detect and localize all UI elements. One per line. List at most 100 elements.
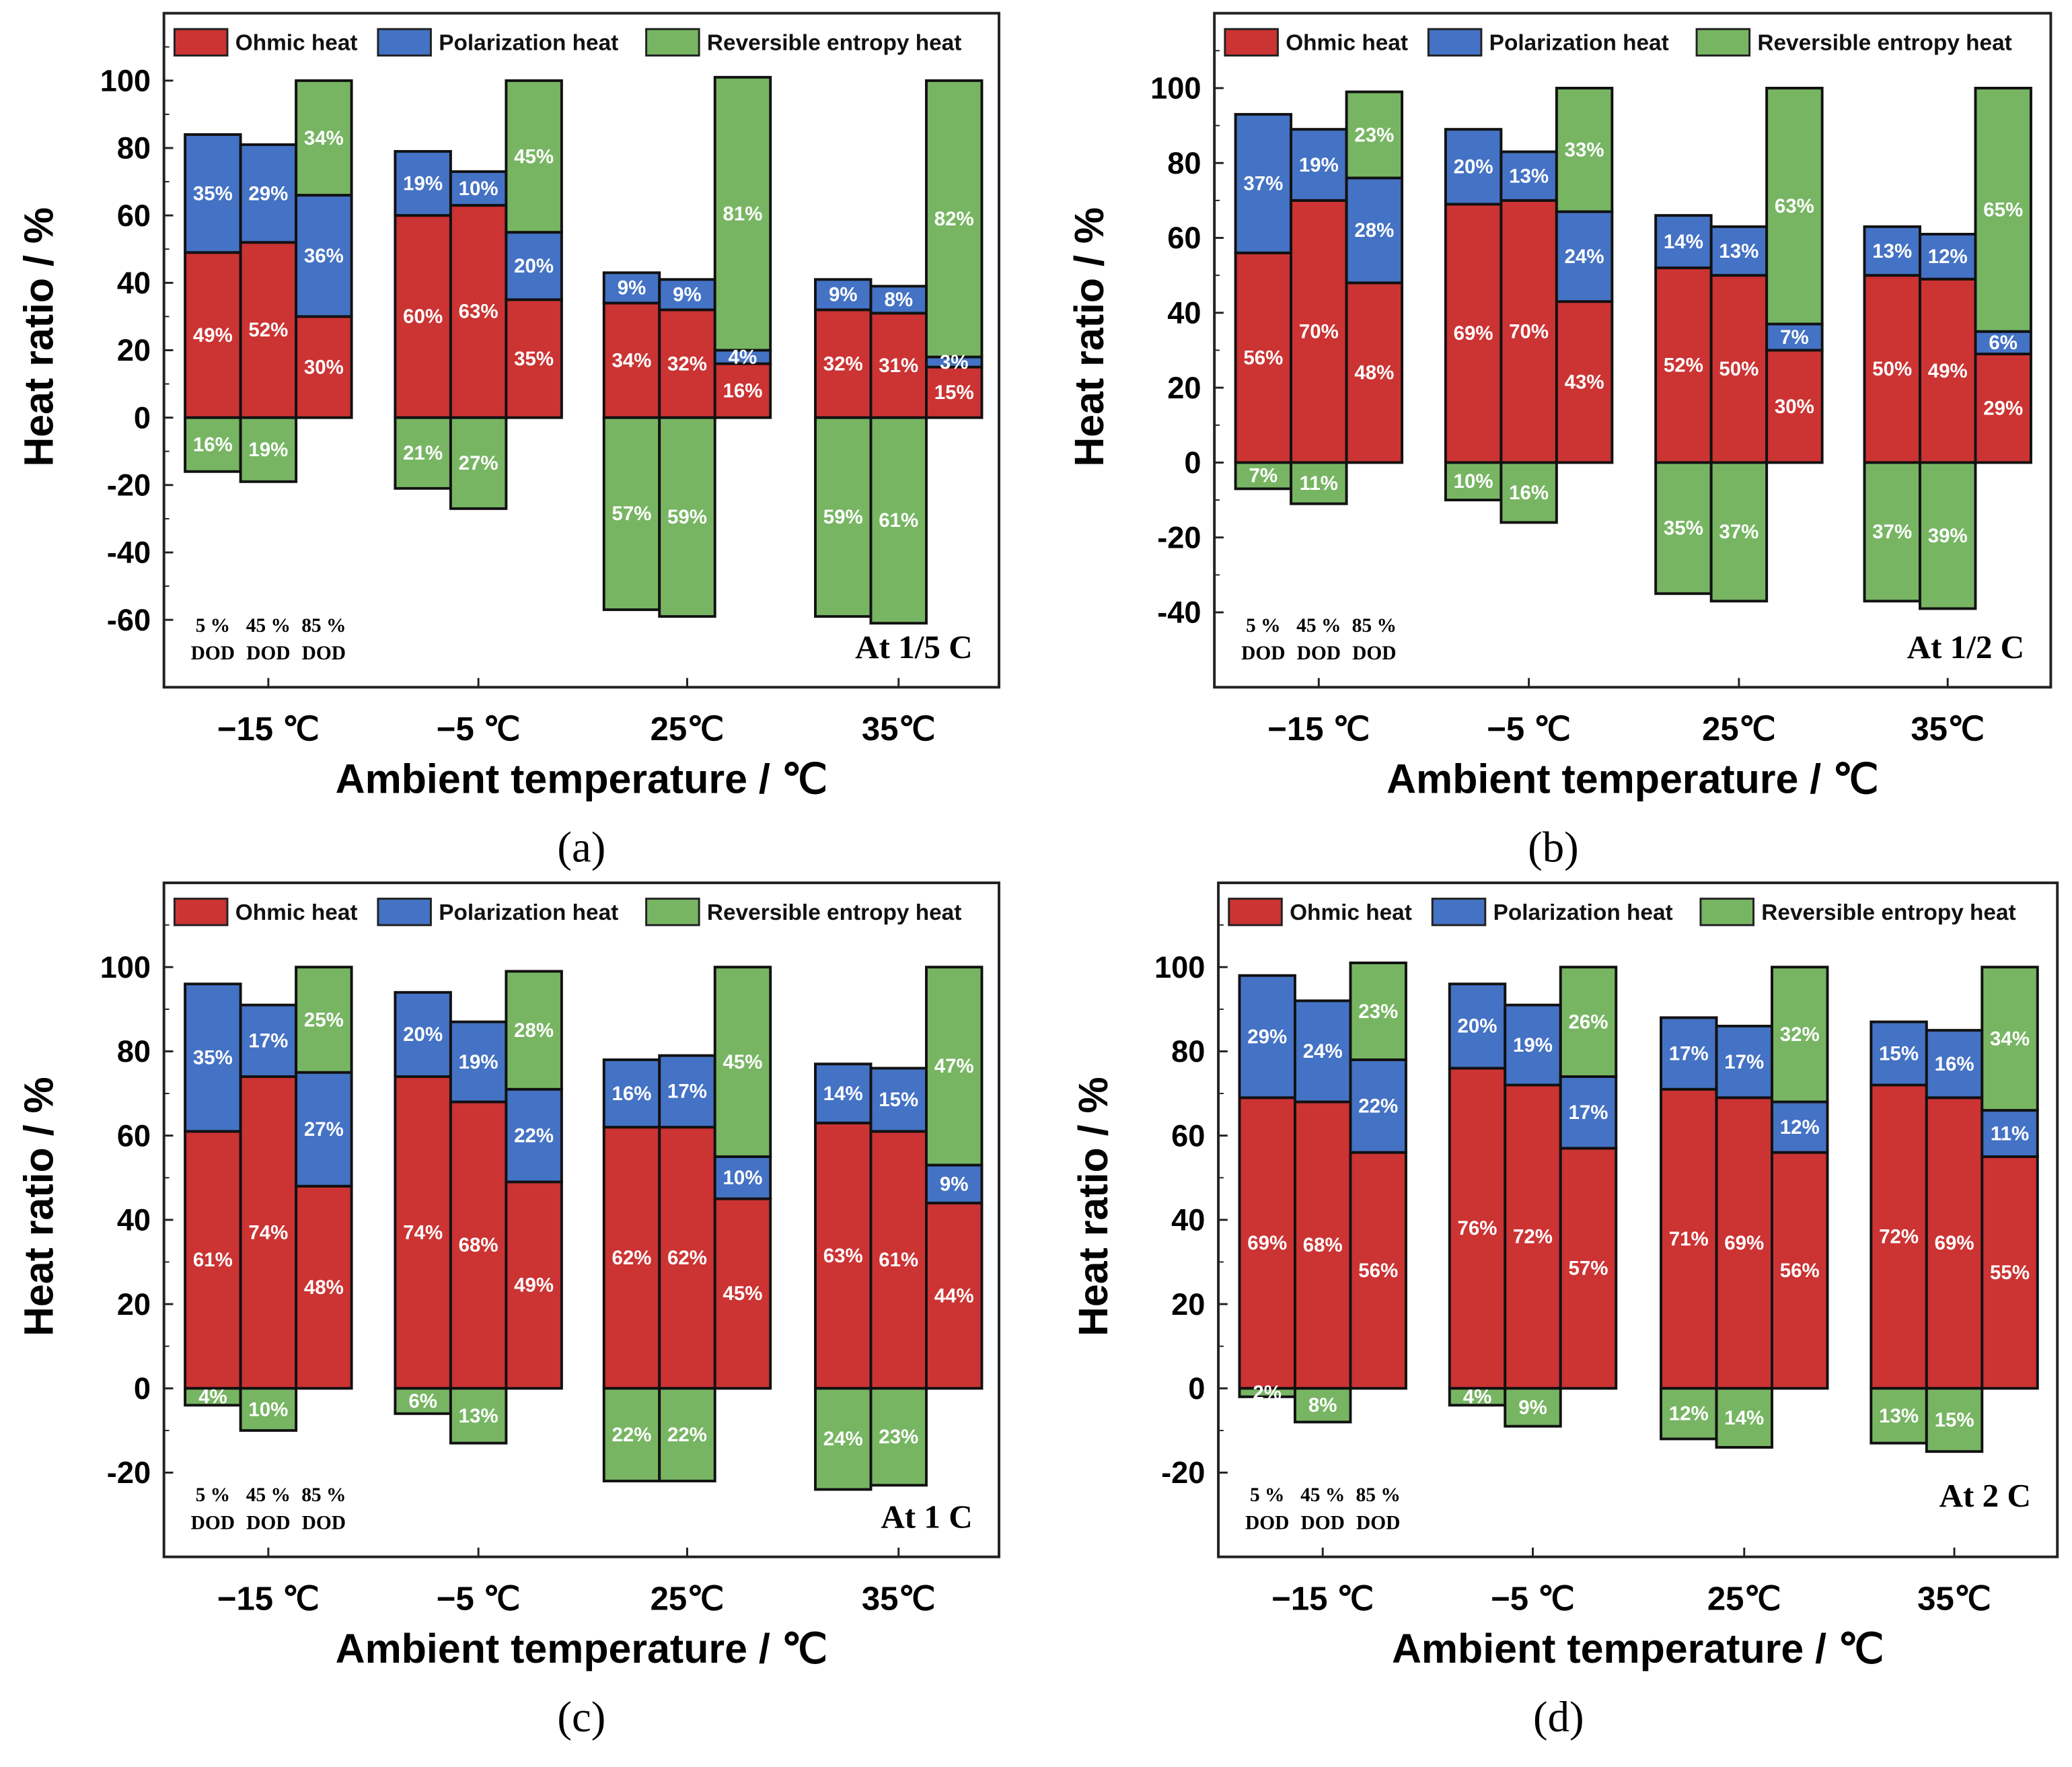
y-axis-label: Heat ratio / % — [16, 207, 62, 467]
y-tick-label: 20 — [1167, 371, 1201, 405]
bar-segment-ohmic — [394, 1075, 452, 1390]
bar-segment-reversible — [1715, 1387, 1773, 1449]
c-rate-annotation: At 1 C — [881, 1498, 972, 1535]
data-label-ohmic: 56% — [1358, 1260, 1398, 1282]
bar-segment-ohmic — [1771, 1151, 1829, 1390]
data-label-polarization: 20% — [514, 255, 554, 277]
data-label-polarization: 13% — [1872, 240, 1912, 262]
data-label-reversible: 45% — [514, 145, 554, 168]
legend-label-ohmic: Ohmic heat — [1286, 31, 1408, 56]
dod-unit-label: DOD — [1352, 643, 1396, 664]
y-tick-label: 40 — [117, 1203, 151, 1237]
bar-segment-polarization — [1500, 150, 1558, 202]
bar-segment-ohmic — [814, 1121, 873, 1390]
legend-label-ohmic: Ohmic heat — [235, 900, 358, 925]
data-label-ohmic: 63% — [823, 1245, 863, 1267]
data-label-polarization: 37% — [1243, 173, 1283, 195]
legend-swatch-polarization — [377, 898, 432, 927]
data-label-ohmic: 72% — [1879, 1226, 1919, 1248]
data-label-ohmic: 71% — [1669, 1228, 1709, 1250]
panel-d: -20 0 20 40 60 80 100 −15 ℃ −5 ℃ 25℃ 35℃ Ambient te… — [1070, 881, 2059, 1741]
legend-label-reversible: Reversible entropy heat — [707, 900, 961, 925]
x-axis-label: Ambient temperature / ℃ — [1392, 1626, 1884, 1671]
y-axis-label: Heat ratio / % — [1066, 207, 1112, 467]
bar-segment-ohmic — [1715, 1096, 1773, 1390]
data-label-reversible: 63% — [1775, 195, 1814, 217]
dod-unit-label: DOD — [246, 1512, 290, 1534]
y-tick-label: 100 — [100, 64, 151, 98]
data-label-ohmic: 29% — [1983, 398, 2023, 420]
data-label-ohmic: 35% — [514, 348, 554, 370]
data-label-reversible: 34% — [304, 127, 344, 149]
data-label-polarization: 6% — [1989, 332, 2018, 354]
bar-segment-polarization — [1448, 982, 1507, 1070]
bar-segment-ohmic — [1293, 1100, 1352, 1390]
data-label-ohmic: 32% — [823, 353, 863, 375]
data-label-polarization: 11% — [1991, 1122, 2029, 1145]
y-tick-label: 20 — [1171, 1287, 1205, 1322]
data-label-ohmic: 55% — [1990, 1262, 2030, 1284]
data-label-polarization: 13% — [1719, 240, 1759, 262]
bar-segment-polarization — [1559, 1075, 1618, 1150]
data-label-ohmic: 57% — [1569, 1258, 1608, 1280]
bar-segment-ohmic — [1555, 300, 1614, 464]
data-label-ohmic: 52% — [248, 319, 288, 341]
y-tick-label: -40 — [1157, 596, 1201, 630]
bar-segment-reversible — [814, 416, 873, 618]
bar-segment-polarization — [814, 278, 873, 312]
dod-percent-label: 5 % — [1246, 615, 1281, 637]
data-label-ohmic: 31% — [879, 355, 918, 377]
bar-segment-polarization — [814, 1062, 873, 1124]
data-label-reversible: 23% — [1354, 124, 1394, 146]
legend-swatch-ohmic — [173, 28, 229, 57]
x-tick-label: −15 ℃ — [1271, 1581, 1374, 1617]
data-label-ohmic: 15% — [934, 382, 974, 404]
data-label-reversible: 34% — [1990, 1027, 2030, 1050]
data-label-reversible: 10% — [248, 1398, 288, 1420]
data-label-polarization: 13% — [1509, 166, 1549, 188]
data-label-reversible: 4% — [1463, 1386, 1492, 1408]
bar-segment-ohmic — [1349, 1151, 1407, 1390]
data-label-polarization: 16% — [612, 1083, 652, 1105]
y-tick-label: 60 — [117, 199, 151, 233]
legend-label-reversible: Reversible entropy heat — [1757, 31, 2011, 56]
legend-swatch-ohmic — [173, 898, 229, 927]
panel-c: -20 0 20 40 60 80 100 −15 ℃ −5 ℃ 25℃ 35℃ Ambient te… — [16, 881, 1000, 1741]
data-label-reversible: 37% — [1872, 521, 1912, 543]
data-label-polarization: 27% — [304, 1118, 344, 1141]
bar-segment-reversible — [1444, 461, 1503, 502]
bar-segment-reversible — [449, 1387, 508, 1445]
data-label-ohmic: 62% — [667, 1247, 707, 1269]
panel-caption: (c) — [557, 1693, 605, 1741]
data-label-ohmic: 44% — [934, 1285, 974, 1307]
data-label-ohmic: 52% — [1664, 355, 1703, 377]
y-tick-label: 80 — [1167, 146, 1201, 180]
data-label-reversible: 28% — [514, 1019, 554, 1042]
bar-segment-reversible — [925, 966, 984, 1167]
y-tick-label: -40 — [107, 536, 151, 570]
data-label-polarization: 17% — [667, 1081, 707, 1103]
panel-caption: (a) — [557, 824, 605, 872]
bar-segment-reversible — [1654, 461, 1713, 596]
legend-swatch-ohmic — [1228, 898, 1283, 927]
data-label-reversible: 11% — [1300, 472, 1338, 495]
y-tick-label: 100 — [100, 950, 151, 984]
bar-segment-reversible — [1925, 1387, 1984, 1453]
x-tick-label: −5 ℃ — [437, 711, 521, 748]
bar-segment-reversible — [1555, 86, 1614, 213]
bar-segment-reversible — [1660, 1387, 1718, 1441]
y-tick-label: -20 — [1157, 520, 1201, 554]
x-tick-label: −15 ℃ — [217, 711, 320, 748]
bar-segment-reversible — [1349, 962, 1407, 1061]
bar-segment-ohmic — [1765, 349, 1824, 464]
bar-segment-ohmic — [1345, 281, 1404, 464]
data-label-reversible: 65% — [1983, 199, 2023, 221]
bar-segment-reversible — [1765, 86, 1824, 326]
data-label-polarization: 29% — [1247, 1025, 1287, 1048]
data-label-ohmic: 69% — [1935, 1232, 1974, 1254]
y-axis-label: Heat ratio / % — [1070, 1077, 1116, 1336]
data-label-ohmic: 56% — [1243, 347, 1283, 369]
data-label-reversible: 7% — [1249, 465, 1278, 487]
bar-segment-reversible — [713, 75, 772, 352]
x-tick-label: 35℃ — [1911, 711, 1985, 748]
